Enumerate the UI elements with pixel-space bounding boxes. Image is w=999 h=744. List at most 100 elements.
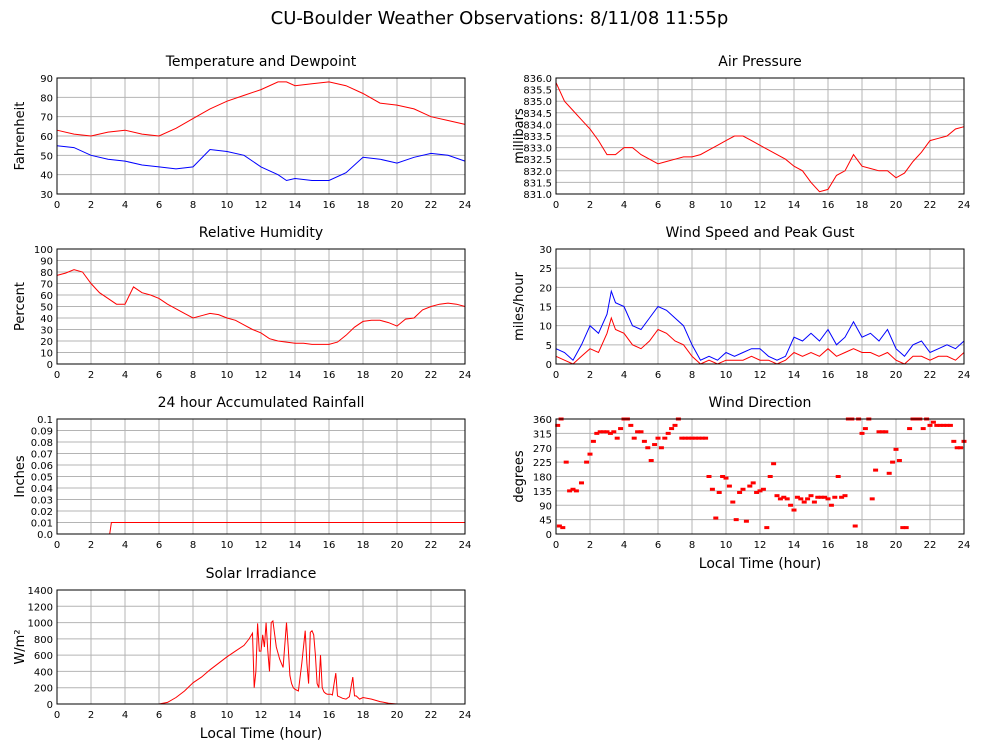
y-tick-label: 10	[40, 349, 53, 360]
wind-direction-point	[934, 423, 940, 427]
x-tick-label: 10	[720, 540, 733, 551]
y-tick-label: 50	[40, 151, 53, 162]
x-tick-label: 22	[425, 540, 438, 551]
x-tick-label: 4	[122, 710, 128, 721]
wind-direction-point	[944, 423, 950, 427]
x-tick-label: 24	[459, 710, 472, 721]
wind-direction-point	[689, 436, 695, 440]
wind-direction-point	[886, 471, 892, 475]
y-tick-label: 70	[40, 280, 53, 291]
wind-direction-point	[723, 476, 729, 480]
x-tick-label: 12	[754, 540, 767, 551]
y-tick-label: 835.5	[523, 86, 552, 97]
y-tick-label: 80	[40, 268, 53, 279]
plot-frame	[56, 418, 466, 535]
wind-direction-point	[815, 495, 821, 499]
y-tick-label: 835.0	[523, 97, 552, 108]
x-tick-label: 20	[890, 370, 903, 381]
wind-direction-point	[859, 431, 865, 435]
wind-direction-point	[777, 497, 783, 501]
x-tick-label: 24	[958, 370, 971, 381]
plot-frame	[56, 248, 466, 365]
x-tick-label: 6	[156, 540, 162, 551]
wind-direction-point	[679, 436, 685, 440]
x-tick-label: 22	[924, 200, 937, 211]
x-tick-label: 6	[655, 200, 661, 211]
y-tick-label: 20	[539, 283, 552, 294]
y-tick-label: 180	[533, 473, 552, 484]
wind-direction-point	[555, 423, 561, 427]
y-tick-label: 50	[40, 303, 53, 314]
wind-series-line-0	[555, 289, 965, 361]
wind-direction-point	[611, 430, 617, 434]
y-tick-label: 0.03	[31, 496, 53, 507]
x-tick-label: 16	[822, 200, 835, 211]
plot-frame	[555, 418, 965, 535]
y-tick-label: 0.01	[31, 519, 53, 530]
wind-direction-point	[825, 497, 831, 501]
x-tick-label: 6	[655, 540, 661, 551]
y-axis-label: Inches	[13, 455, 28, 497]
wind-direction-point	[760, 487, 766, 491]
wind-direction-point	[883, 430, 889, 434]
x-tick-label: 12	[255, 710, 268, 721]
wind-direction-point	[686, 436, 692, 440]
x-tick-label: 16	[323, 540, 336, 551]
wind-direction-point	[579, 481, 584, 485]
x-tick-label: 8	[190, 540, 196, 551]
wind-direction-point	[958, 446, 964, 450]
y-tick-label: 135	[533, 487, 552, 498]
wind-direction-point	[781, 495, 787, 499]
wind-direction-point	[791, 508, 797, 512]
x-tick-label: 2	[587, 200, 593, 211]
x-tick-label: 22	[425, 200, 438, 211]
x-tick-label: 24	[459, 200, 472, 211]
x-tick-label: 6	[655, 370, 661, 381]
y-tick-label: 0.06	[31, 461, 53, 472]
x-tick-label: 0	[553, 200, 559, 211]
y-axis-label: W/m²	[13, 629, 28, 664]
y-tick-label: 30	[40, 326, 53, 337]
x-tick-label: 12	[754, 370, 767, 381]
wind-direction-point	[876, 430, 882, 434]
rainfall-chart: 0 2 4 6 8 10 12 14 16 18 20 22 240.00.010.020.030.04…	[13, 395, 471, 551]
x-tick-label: 22	[425, 370, 438, 381]
x-tick-label: 14	[289, 710, 302, 721]
x-tick-label: 14	[788, 370, 801, 381]
y-tick-label: 100	[34, 245, 53, 256]
x-tick-label: 20	[391, 710, 404, 721]
y-tick-label: 833.5	[523, 132, 552, 143]
wind-direction-point	[743, 519, 749, 523]
x-tick-label: 2	[88, 200, 94, 211]
plot-title: Temperature and Dewpoint	[165, 54, 357, 70]
wind-direction-point	[614, 436, 620, 440]
x-tick-label: 10	[221, 200, 234, 211]
plot-title: Air Pressure	[718, 54, 801, 70]
y-tick-label: 600	[34, 651, 53, 662]
x-tick-label: 4	[122, 540, 128, 551]
wind-direction-point	[771, 462, 777, 466]
wind-direction-point	[822, 495, 828, 499]
x-tick-label: 0	[54, 370, 60, 381]
wind-direction-point	[832, 495, 838, 499]
plot-title: Solar Irradiance	[206, 566, 317, 582]
y-tick-label: 0.07	[31, 450, 53, 461]
x-tick-label: 18	[856, 540, 869, 551]
wind-direction-point	[937, 423, 943, 427]
y-tick-label: 834.0	[523, 120, 552, 131]
y-tick-label: 1000	[28, 619, 53, 630]
wind-direction-point	[818, 495, 824, 499]
x-tick-label: 8	[190, 370, 196, 381]
x-tick-label: 20	[391, 200, 404, 211]
y-tick-label: 0.05	[31, 473, 53, 484]
wind-direction-point	[930, 420, 936, 424]
x-tick-label: 16	[323, 200, 336, 211]
x-tick-label: 14	[788, 540, 801, 551]
wind-direction-point	[716, 490, 722, 494]
x-tick-label: 4	[122, 200, 128, 211]
x-tick-label: 12	[255, 370, 268, 381]
wind-direction-point	[641, 439, 647, 443]
wind-direction-point	[573, 489, 579, 493]
wind-direction-point	[852, 524, 858, 528]
